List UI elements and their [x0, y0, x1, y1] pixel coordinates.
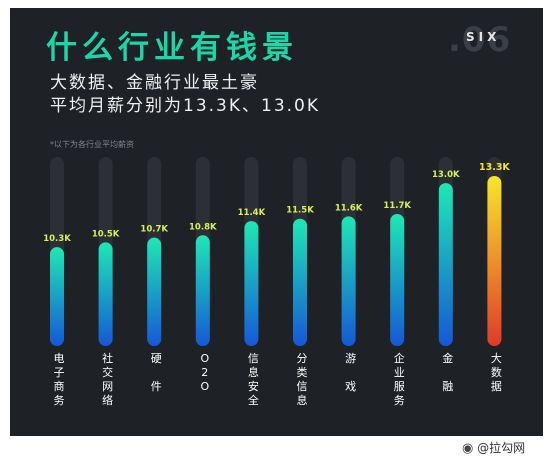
bar — [244, 221, 259, 346]
data-label: 11.5K — [286, 206, 314, 216]
footer-credit: ◉ @拉勾网 — [462, 439, 525, 456]
subtitle-line-1: 大数据、金融行业最土豪 — [50, 73, 259, 93]
bar — [487, 176, 502, 346]
bar — [341, 216, 356, 346]
data-label: 11.7K — [383, 201, 411, 211]
infographic-panel: 什么行业有钱景 .06 SIX 大数据、金融行业最土豪 平均月薪分别为13.3K… — [10, 8, 543, 436]
category-label: 信息安全 — [248, 352, 259, 407]
data-label: 13.3K — [479, 162, 510, 173]
category-label: 社交网络 — [102, 351, 113, 407]
bar — [438, 183, 453, 346]
data-label: 10.7K — [140, 225, 168, 235]
footer-text: @拉勾网 — [477, 441, 526, 455]
data-label: 11.4K — [238, 208, 266, 218]
section-label: SIX — [466, 30, 501, 44]
section-number: .06 — [448, 20, 512, 60]
data-label: 13.0K — [432, 170, 460, 180]
data-label: 11.6K — [335, 203, 363, 213]
category-label: 金 融 — [442, 351, 453, 393]
category-label: 硬 件 — [151, 352, 162, 393]
category-label: 电子商务 — [54, 352, 65, 407]
weibo-icon: ◉ — [462, 441, 474, 456]
bar — [98, 242, 113, 346]
category-label: 分类信息 — [297, 352, 308, 407]
chart-note: *以下为各行业平均薪资 — [50, 140, 134, 149]
data-label: 10.8K — [189, 222, 217, 232]
data-label: 10.3K — [43, 234, 71, 244]
category-label: 企业服务 — [394, 351, 405, 407]
bar — [390, 213, 405, 346]
page-title: 什么行业有钱景 — [46, 30, 298, 66]
bar — [50, 247, 64, 346]
category-label: 游 戏 — [345, 352, 356, 393]
subtitle-line-2: 平均月薪分别为13.3K、13.0K — [50, 96, 320, 116]
bar — [195, 235, 210, 346]
bar — [147, 237, 162, 346]
data-label: 10.5K — [92, 229, 120, 239]
bar — [293, 218, 307, 346]
category-label: 大数据 — [491, 351, 502, 393]
salary-bar-chart: 10.3K 电子商务 10.5K 社交网络 10.7K 硬 件 10.8K O 2 O 11.4K 信… — [43, 157, 510, 407]
